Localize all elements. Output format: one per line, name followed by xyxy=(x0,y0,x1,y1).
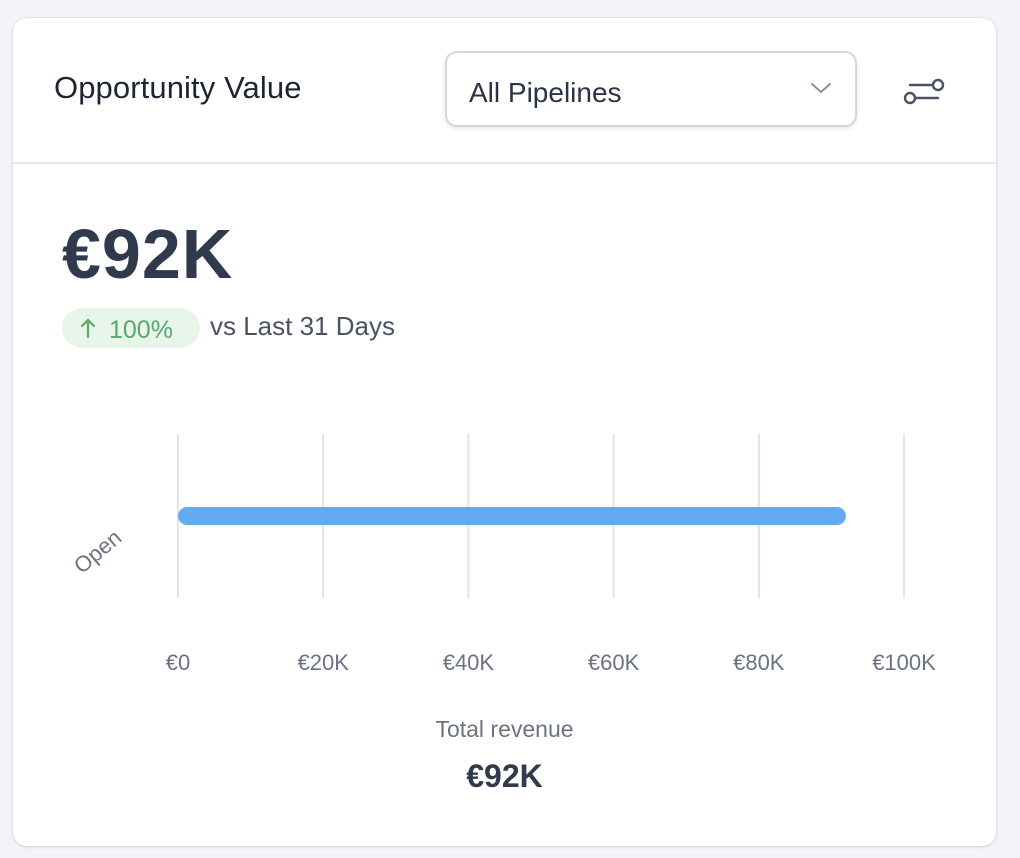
x-tick-label: €80K xyxy=(733,650,785,675)
delta-value: 100% xyxy=(109,316,173,344)
chevron-down-icon xyxy=(811,83,831,93)
x-tick-label: €40K xyxy=(443,650,495,675)
opportunity-bar-chart: €0 €20K €40K €60K €80K €100K Open xyxy=(69,434,936,675)
y-category-label: Open xyxy=(69,525,126,579)
sliders-icon[interactable] xyxy=(897,72,951,112)
card-title: Opportunity Value xyxy=(54,70,302,105)
pipeline-select[interactable]: All Pipelines xyxy=(445,51,857,127)
x-tick-label: €60K xyxy=(588,650,640,675)
total-revenue-value: €92K xyxy=(466,758,543,794)
x-tick-label: €100K xyxy=(872,650,936,675)
pipeline-select-value: All Pipelines xyxy=(469,77,622,108)
delta-compare-text: vs Last 31 Days xyxy=(210,311,395,341)
headline-value: €92K xyxy=(62,215,234,293)
arrow-up-icon xyxy=(80,318,96,339)
total-revenue-label: Total revenue xyxy=(435,716,574,742)
opportunity-value-card: Opportunity Value All Pipelines €92K 100… xyxy=(13,18,996,846)
x-tick-label: €20K xyxy=(298,650,350,675)
x-tick-label: €0 xyxy=(166,650,190,675)
card-header: Opportunity Value All Pipelines xyxy=(13,18,996,164)
delta-badge: 100% xyxy=(62,308,200,348)
